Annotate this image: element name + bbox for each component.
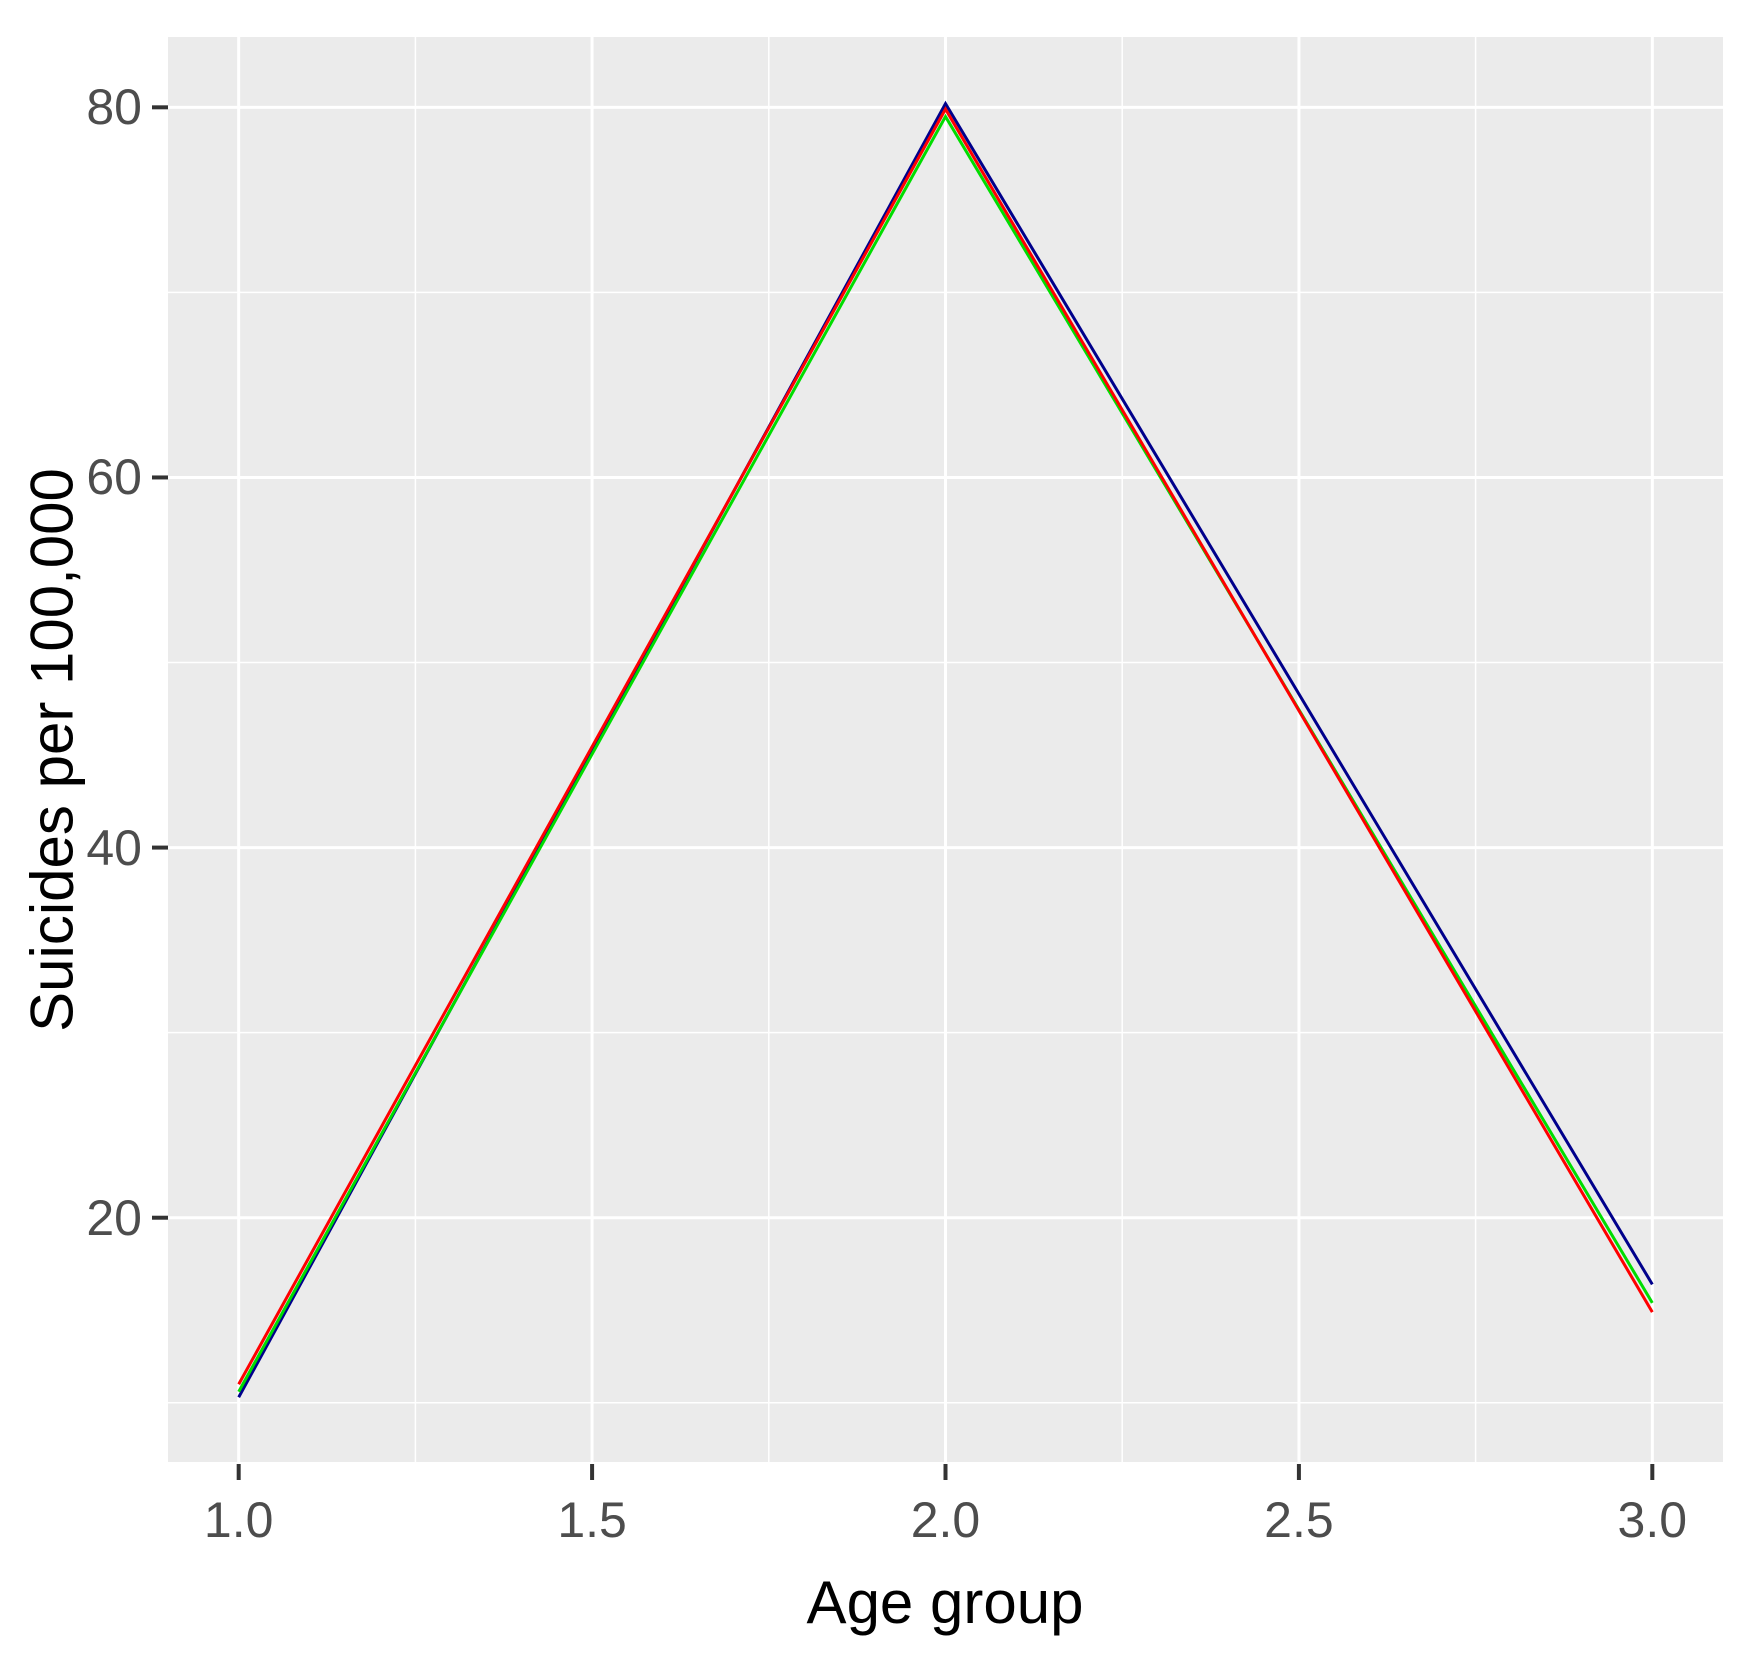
x-tick-label: 1.0	[203, 1492, 274, 1548]
x-tick-label: 2.0	[910, 1492, 981, 1548]
y-tick-label: 60	[86, 449, 142, 506]
green-line	[237, 113, 1654, 1393]
y-tick-label: 80	[86, 79, 142, 136]
y-tick-label: 40	[86, 819, 142, 876]
x-tick-label: 3.0	[1617, 1492, 1688, 1548]
x-tick-label: 1.5	[557, 1492, 627, 1548]
x-axis-title: Age group	[806, 1569, 1084, 1636]
red-line	[237, 106, 1654, 1385]
y-axis-title: Suicides per 100,000	[18, 468, 86, 1032]
x-tick-label: 2.5	[1264, 1492, 1334, 1548]
y-tick-label: 20	[86, 1189, 142, 1246]
